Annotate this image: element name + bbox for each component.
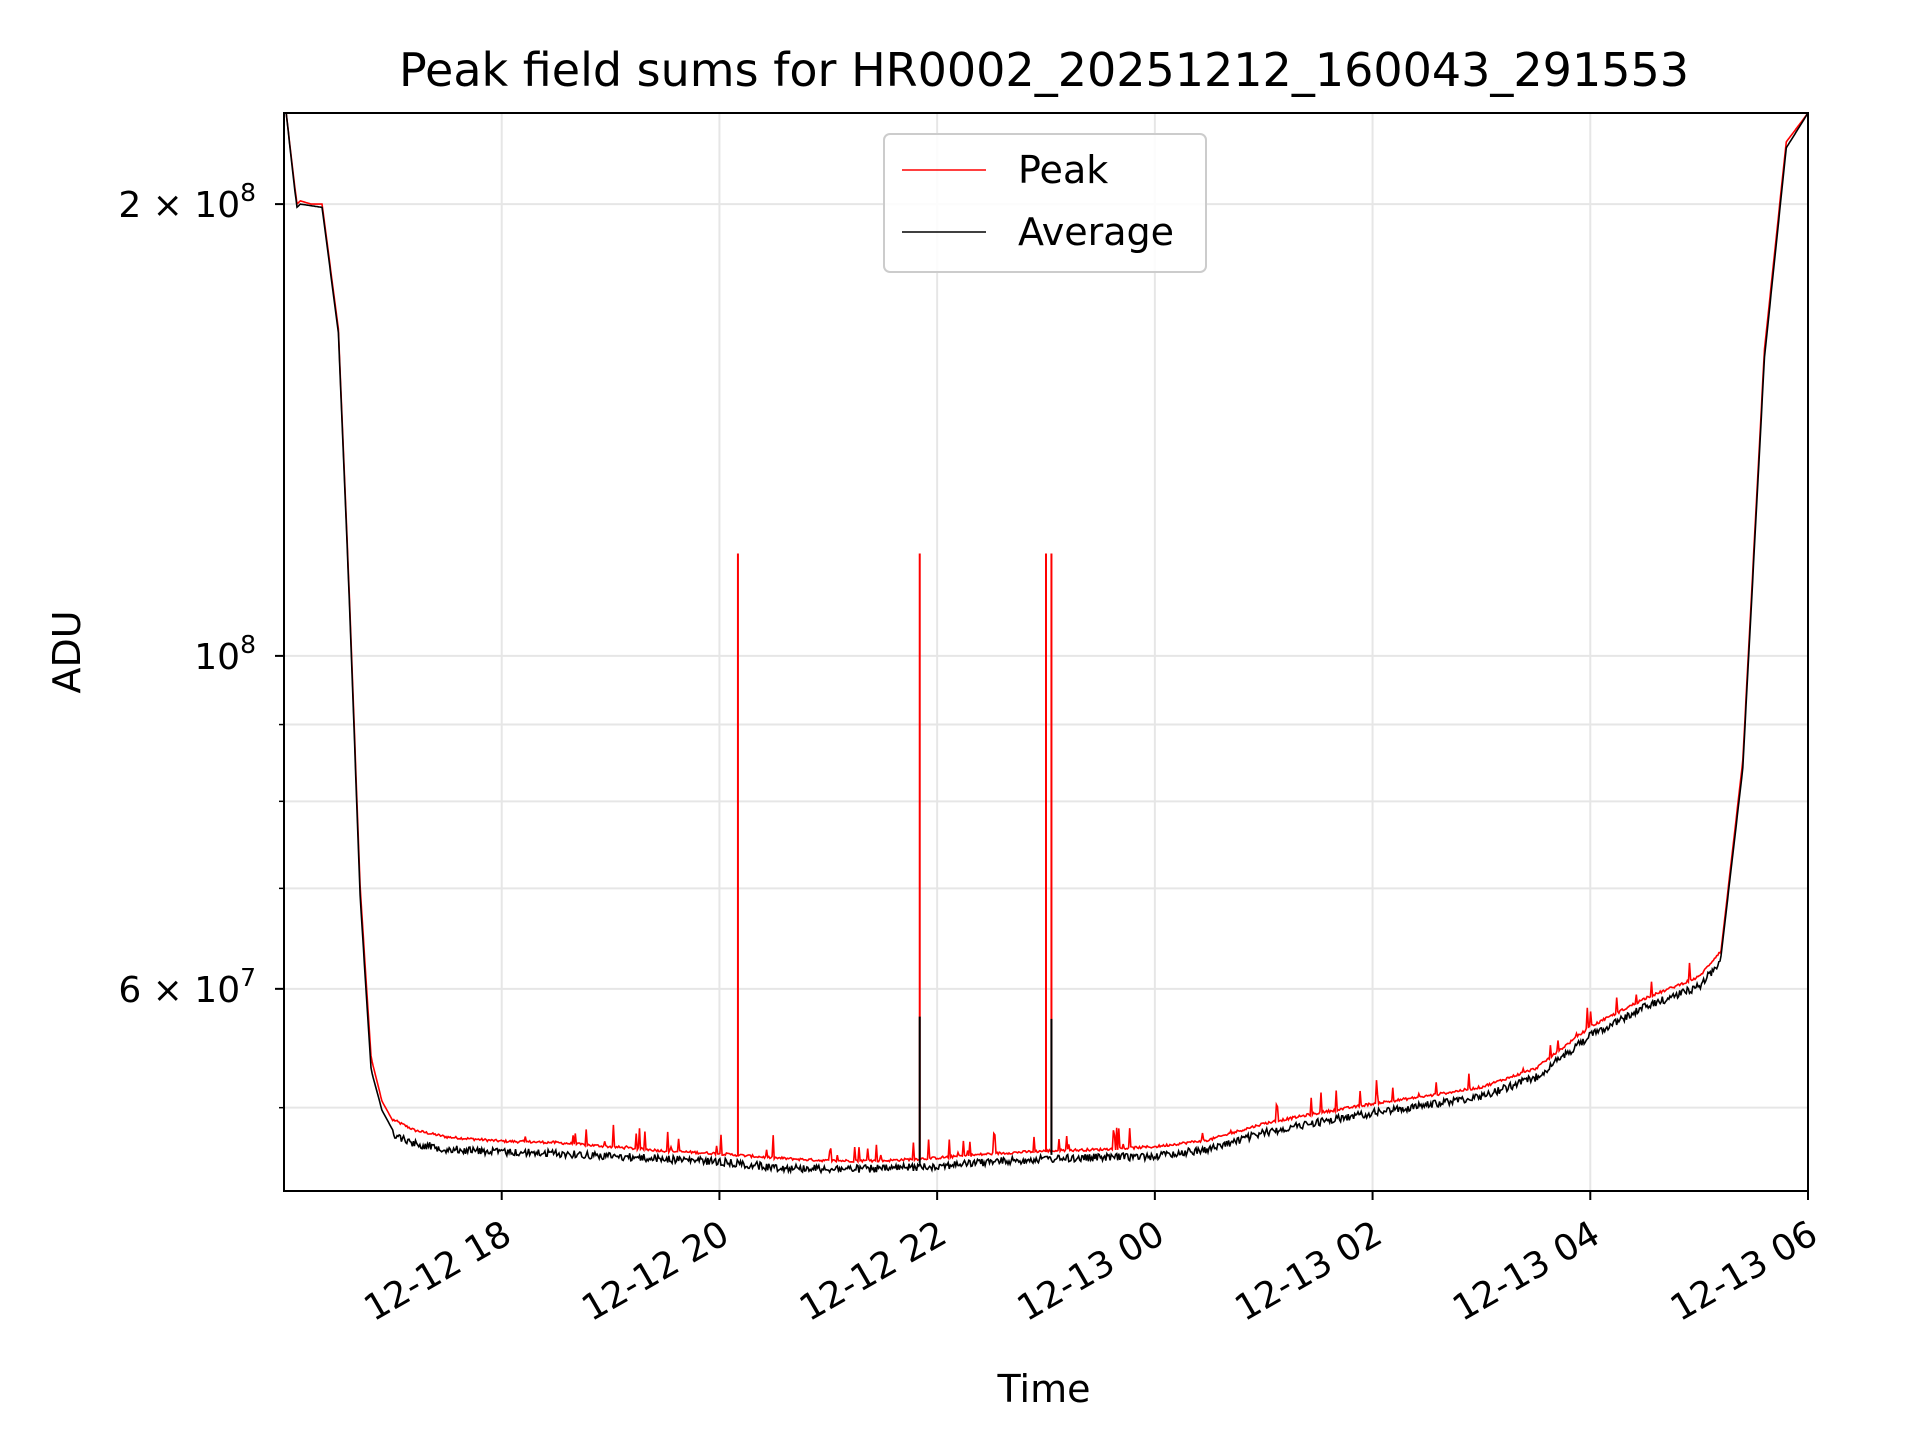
y-tick-label: 108 — [194, 630, 256, 678]
legend-box — [883, 133, 1207, 273]
y-axis-label: ADU — [45, 610, 89, 693]
y-tick-label: 2 × 108 — [118, 178, 256, 226]
y-axis-ticks: 2 × 108 108 6 × 107 — [118, 178, 284, 1109]
plot-frame — [283, 112, 1809, 1192]
legend-label-average: Average — [1018, 210, 1174, 254]
legend-label-peak: Peak — [1018, 148, 1108, 192]
series-line-peak — [285, 113, 1808, 1165]
chart-title: Peak field sums for HR0002_20251212_1600… — [399, 43, 1689, 97]
series-line-average — [285, 113, 1808, 1175]
series-layer — [285, 113, 1808, 1175]
legend: Peak Average — [883, 133, 1207, 273]
y-tick-label: 6 × 107 — [118, 963, 256, 1011]
x-axis-label: Time — [997, 1367, 1091, 1411]
